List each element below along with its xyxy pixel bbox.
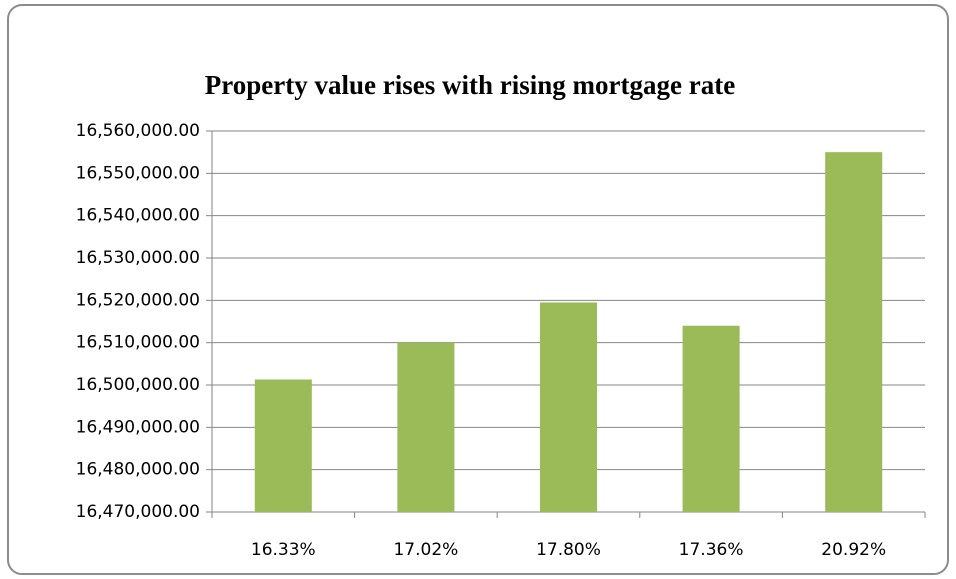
bar xyxy=(539,302,598,512)
y-tick-label: 16,500,000.00 xyxy=(76,375,200,395)
y-tick-label: 16,520,000.00 xyxy=(76,290,200,310)
bar xyxy=(682,325,740,512)
chart-title: Property value rises with rising mortgag… xyxy=(205,70,735,100)
y-tick-label: 16,470,000.00 xyxy=(76,502,200,522)
y-tick-label: 16,480,000.00 xyxy=(76,460,200,480)
bar xyxy=(825,152,883,512)
bar xyxy=(254,379,312,512)
x-tick-label: 20.92% xyxy=(821,540,886,560)
y-tick-label: 16,530,000.00 xyxy=(76,248,200,268)
y-tick-label: 16,550,000.00 xyxy=(76,163,200,183)
x-tick-label: 17.80% xyxy=(536,540,601,560)
x-tick-label: 17.02% xyxy=(393,540,458,560)
y-tick-label: 16,540,000.00 xyxy=(76,206,200,226)
x-tick-label: 16.33% xyxy=(251,540,316,560)
y-tick-label: 16,510,000.00 xyxy=(76,333,200,353)
y-tick-label: 16,490,000.00 xyxy=(76,417,200,437)
bar xyxy=(397,342,455,512)
x-tick-label: 17.36% xyxy=(679,540,744,560)
y-tick-label: 16,560,000.00 xyxy=(76,121,200,141)
